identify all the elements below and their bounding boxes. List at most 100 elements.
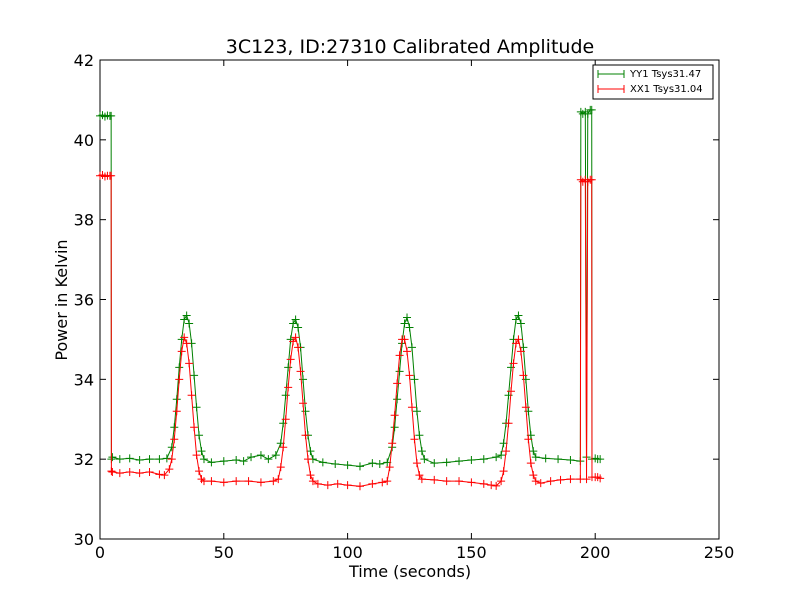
data-point: [172, 395, 181, 404]
legend-box: [592, 64, 714, 100]
data-point: [165, 465, 174, 474]
data-point: [502, 447, 511, 456]
data-point: [185, 319, 194, 328]
data-point: [420, 455, 429, 464]
data-point: [403, 313, 412, 322]
data-point: [308, 477, 317, 486]
data-point: [125, 467, 134, 476]
data-point: [519, 371, 528, 380]
data-point: [343, 461, 352, 470]
data-point: [442, 458, 451, 467]
data-point: [192, 451, 201, 460]
data-point: [180, 333, 189, 342]
data-point: [207, 477, 216, 486]
data-point: [410, 375, 419, 384]
data-point: [467, 455, 476, 464]
data-point: [177, 347, 186, 356]
data-point: [536, 479, 545, 488]
x-tick-label: 50: [214, 543, 234, 562]
data-point: [162, 454, 171, 463]
data-point: [541, 454, 550, 463]
data-point: [274, 475, 283, 484]
data-point: [160, 471, 169, 480]
data-point: [390, 411, 399, 420]
data-point: [276, 463, 285, 472]
x-tick-label: 0: [95, 543, 105, 562]
data-point: [284, 383, 293, 392]
data-point: [390, 423, 399, 432]
data-point: [417, 447, 426, 456]
data-point: [556, 475, 565, 484]
data-point: [301, 407, 310, 416]
data-point: [430, 459, 439, 468]
data-point: [296, 367, 305, 376]
data-point: [195, 467, 204, 476]
data-point: [175, 363, 184, 372]
data-point: [108, 453, 117, 462]
data-point: [410, 435, 419, 444]
data-point: [107, 467, 116, 476]
data-point: [284, 363, 293, 372]
data-point: [375, 459, 384, 468]
legend-label-yy1: YY1 Tsys31.47: [629, 69, 701, 80]
data-point: [507, 387, 516, 396]
data-point: [185, 359, 194, 368]
data-point: [403, 347, 412, 356]
data-point: [199, 477, 208, 486]
data-point: [368, 459, 377, 468]
data-point: [264, 455, 273, 464]
y-tick-label: 38: [74, 211, 94, 230]
data-point: [509, 359, 518, 368]
data-point: [554, 455, 563, 464]
data-point: [299, 375, 308, 384]
data-point: [318, 458, 327, 467]
data-point: [190, 423, 199, 432]
data-point: [531, 453, 540, 462]
y-tick-label: 42: [74, 51, 94, 70]
y-tick-label: 34: [74, 370, 94, 389]
data-point: [303, 455, 312, 464]
data-point: [412, 459, 421, 468]
x-tick-label: 200: [580, 543, 611, 562]
data-point: [271, 451, 280, 460]
series-1: [96, 170, 605, 491]
data-point: [199, 455, 208, 464]
data-point: [407, 403, 416, 412]
data-point: [355, 462, 364, 471]
data-point: [155, 470, 164, 479]
data-point: [281, 415, 290, 424]
data-point: [219, 457, 228, 466]
x-tick-label: 100: [332, 543, 363, 562]
data-point: [256, 478, 265, 487]
data-point: [192, 403, 201, 412]
data-point: [107, 171, 116, 180]
data-point: [256, 451, 265, 460]
data-point: [529, 471, 538, 480]
data-point: [467, 478, 476, 487]
data-point: [514, 335, 523, 344]
tick-layer: 0 50 100 150 200 250 30 32 34 36 38 40 42: [74, 51, 735, 562]
y-tick-label: 36: [74, 291, 94, 310]
data-point: [115, 455, 124, 464]
data-point: [306, 471, 315, 480]
data-point: [232, 477, 241, 486]
data-point: [526, 459, 535, 468]
data-point: [125, 454, 134, 463]
data-point: [492, 453, 501, 462]
data-point: [566, 475, 575, 484]
data-point: [499, 467, 508, 476]
data-point: [323, 481, 332, 490]
data-point: [115, 469, 124, 478]
data-point: [504, 419, 513, 428]
data-point: [442, 477, 451, 486]
data-point: [582, 475, 591, 484]
data-point: [497, 477, 506, 486]
y-tick-label: 40: [74, 131, 94, 150]
data-point: [247, 453, 256, 462]
data-point: [479, 479, 488, 488]
data-point: [244, 477, 253, 486]
data-point: [499, 439, 508, 448]
data-point: [294, 343, 303, 352]
data-point: [291, 315, 300, 324]
data-point: [281, 391, 290, 400]
